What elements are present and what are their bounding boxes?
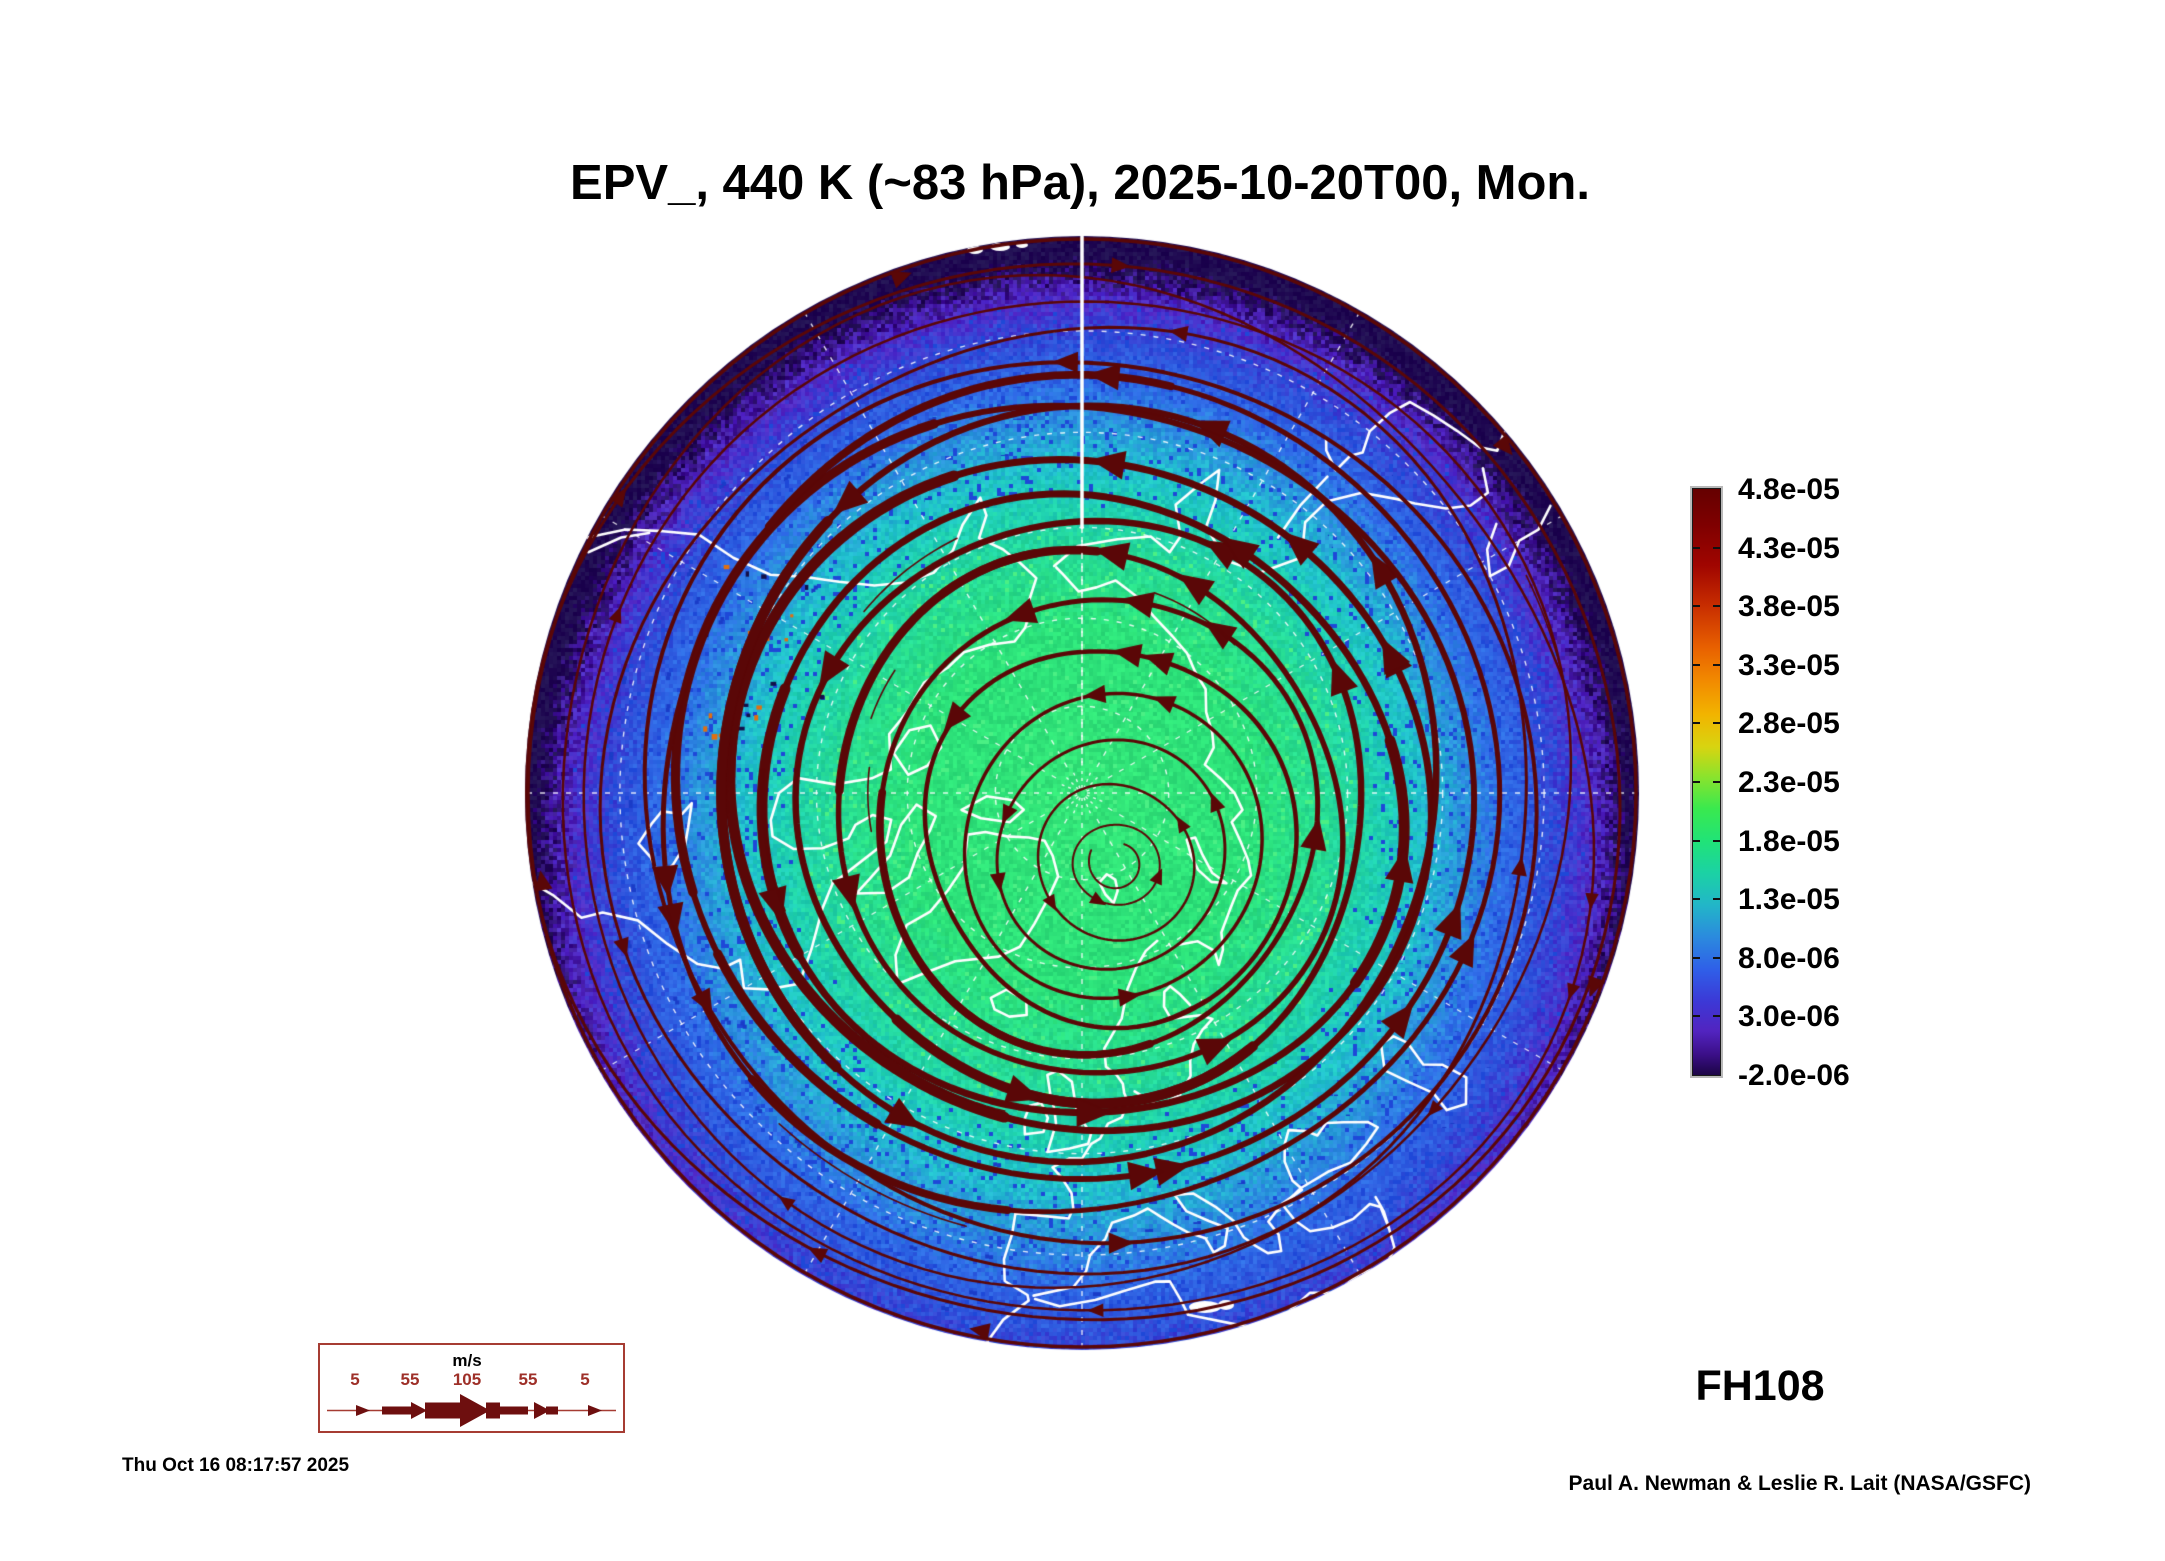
colorbar-label: 1.3e-05: [1738, 883, 1840, 917]
colorbar-label: 3.0e-06: [1738, 1000, 1840, 1034]
colorbar-label: -2.0e-06: [1738, 1059, 1850, 1092]
wind-speed-legend: m/s 5 55 105 55 5: [318, 1343, 625, 1433]
wind-arrow-glyph: [318, 1343, 625, 1433]
page-title: EPV_, 440 K (~83 hPa), 2025-10-20T00, Mo…: [570, 156, 1590, 210]
colorbar-tick: [1693, 546, 1700, 549]
colorbar-tick: [1713, 839, 1720, 842]
colorbar-tick: [1713, 781, 1720, 783]
colorbar-label: 3.3e-05: [1738, 648, 1840, 682]
colorbar-label: 2.3e-05: [1738, 766, 1840, 799]
colorbar-tick: [1713, 898, 1720, 901]
colorbar-tick: [1693, 956, 1700, 959]
colorbar-tick: [1693, 722, 1700, 725]
wind-legend-speed: 105: [452, 1370, 482, 1389]
colorbar-label: 1.8e-05: [1738, 824, 1840, 858]
colorbar-label: 4.8e-05: [1738, 473, 1840, 506]
colorbar-label: 4.3e-05: [1738, 531, 1840, 565]
colorbar-tick: [1713, 1015, 1720, 1018]
colorbar-tick: [1693, 839, 1700, 842]
colorbar-tick: [1713, 956, 1720, 959]
colorbar-label: 2.8e-05: [1738, 707, 1840, 741]
colorbar-label: 8.0e-06: [1738, 941, 1840, 975]
colorbar-tick: [1713, 546, 1720, 549]
colorbar-tick: [1693, 781, 1700, 783]
colorbar-tick: [1693, 898, 1700, 901]
credit-line: Paul A. Newman & Leslie R. Lait (NASA/GS…: [1568, 1472, 2031, 1495]
creation-timestamp: Thu Oct 16 08:17:57 2025: [122, 1455, 350, 1476]
wind-legend-speed: 55: [518, 1370, 538, 1389]
colorbar-tick: [1693, 663, 1700, 666]
wind-legend-units: m/s: [452, 1351, 482, 1370]
colorbar-tick: [1713, 605, 1720, 608]
colorbar: [1692, 488, 1721, 1076]
wind-legend-speed: 5: [350, 1370, 360, 1389]
colorbar-tick: [1693, 605, 1700, 608]
colorbar-tick: [1713, 722, 1720, 725]
colorbar-label: 3.8e-05: [1738, 590, 1840, 624]
colorbar-tick: [1713, 663, 1720, 666]
forecast-hour-label: FH108: [1695, 1362, 1825, 1410]
colorbar-tick: [1693, 1015, 1700, 1018]
wind-legend-speed: 5: [580, 1370, 590, 1389]
wind-legend-speed: 55: [400, 1370, 420, 1389]
